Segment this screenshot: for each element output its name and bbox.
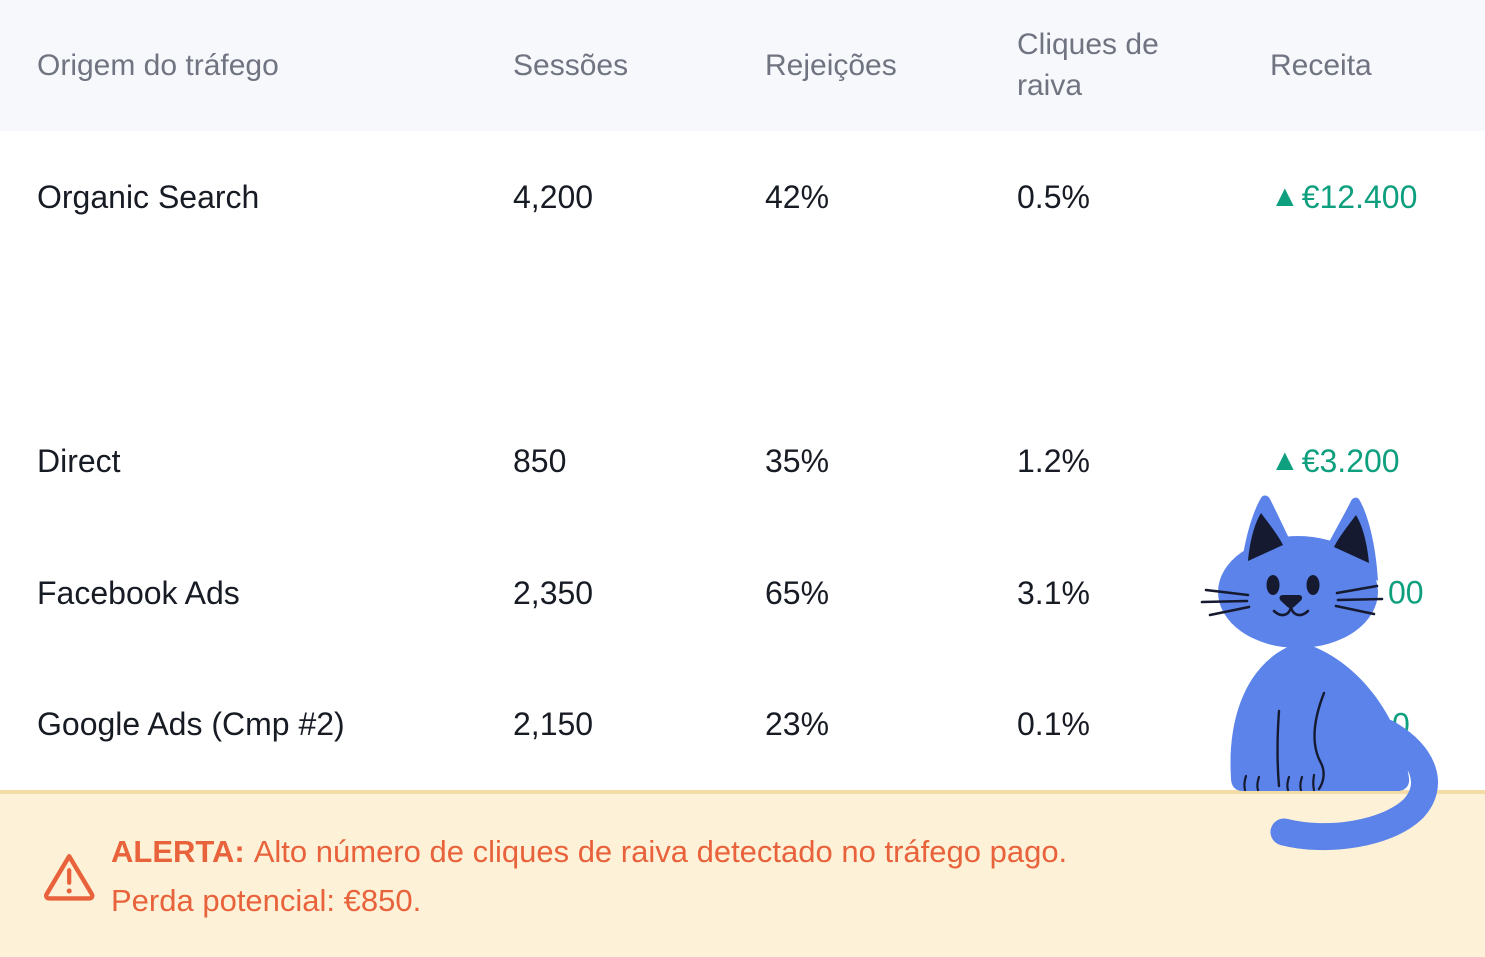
column-header-bounces-label: Rejeições xyxy=(765,48,897,82)
cell-sessions: 4,200 xyxy=(513,178,594,215)
cell-sessions: 850 xyxy=(513,442,567,479)
table-header-row: Origem do tráfego Sessões Rejeições Cliq… xyxy=(0,0,1485,131)
cell-bounces: 42% xyxy=(765,178,830,215)
alert-line-2: Perda potencial: €850. xyxy=(111,882,422,918)
table-row-facebook-ads: Facebook Ads 2,350 65% 3.1% 00 xyxy=(0,527,1485,659)
cell-bounces: 23% xyxy=(765,706,830,742)
revenue-value: ▲ €3.200 xyxy=(1270,443,1400,480)
cell-rage-clicks: 1.2% xyxy=(1017,442,1090,479)
cell-rage-clicks: 0.1% xyxy=(1017,706,1090,742)
revenue-amount-visible-part: 0 xyxy=(1392,706,1410,742)
column-header-source: Origem do tráfego xyxy=(37,49,513,83)
empty-row-gap xyxy=(0,263,1485,395)
cell-source: Organic Search xyxy=(37,178,260,215)
cell-revenue-partially-hidden: 00 xyxy=(1270,527,1485,659)
warning-triangle-icon xyxy=(44,853,95,901)
revenue-amount: €3.200 xyxy=(1301,442,1400,479)
cell-bounces: 35% xyxy=(765,442,830,479)
trend-up-icon: ▲ xyxy=(1270,444,1300,477)
cell-rage-clicks: 0.5% xyxy=(1017,178,1090,215)
column-header-revenue: Receita xyxy=(1270,49,1485,83)
revenue-value: ▲ €12.400 xyxy=(1270,179,1417,216)
cell-revenue: ▲ €12.400 xyxy=(1270,131,1485,263)
cell-rage-clicks: 3.1% xyxy=(1017,574,1090,611)
table-row-direct: Direct 850 35% 1.2% ▲ €3.200 xyxy=(0,395,1485,527)
column-header-revenue-label: Receita xyxy=(1270,48,1372,82)
cell-source: Google Ads (Cmp #2) xyxy=(37,706,345,742)
cell-sessions: 2,350 xyxy=(513,574,594,611)
cell-bounces: 65% xyxy=(765,574,830,611)
alert-line-1: ALERTA: Alto número de cliques de raiva d… xyxy=(111,827,1067,876)
column-header-sessions-label: Sessões xyxy=(513,48,629,82)
trend-up-icon: ▲ xyxy=(1270,180,1300,213)
table-row-organic-search: Organic Search 4,200 42% 0.5% ▲ €12.400 xyxy=(0,131,1485,263)
column-header-bounces: Rejeições xyxy=(765,49,1017,83)
alert-message: ALERTA: Alto número de cliques de raiva d… xyxy=(111,827,1067,925)
revenue-amount: €12.400 xyxy=(1301,178,1418,215)
alert-label: ALERTA: xyxy=(111,833,245,869)
cell-sessions: 2,150 xyxy=(513,706,594,742)
cell-revenue-partially-hidden: 0 xyxy=(1270,659,1485,790)
column-header-rage-clicks: Cliques de raiva xyxy=(1017,25,1270,106)
rage-click-alert-banner: ALERTA: Alto número de cliques de raiva d… xyxy=(0,790,1485,957)
cell-source: Direct xyxy=(37,442,121,479)
table-row-google-ads: Google Ads (Cmp #2) 2,150 23% 0.1% 0 xyxy=(0,659,1485,790)
cell-revenue: ▲ €3.200 xyxy=(1270,395,1485,527)
cell-source: Facebook Ads xyxy=(37,574,240,611)
column-header-rage-clicks-label: Cliques de raiva xyxy=(1017,28,1159,102)
column-header-source-label: Origem do tráfego xyxy=(37,48,279,82)
alert-line1-text: Alto número de cliques de raiva detectad… xyxy=(253,833,1068,869)
revenue-amount-visible-part: 00 xyxy=(1388,574,1424,611)
column-header-sessions: Sessões xyxy=(513,49,765,83)
